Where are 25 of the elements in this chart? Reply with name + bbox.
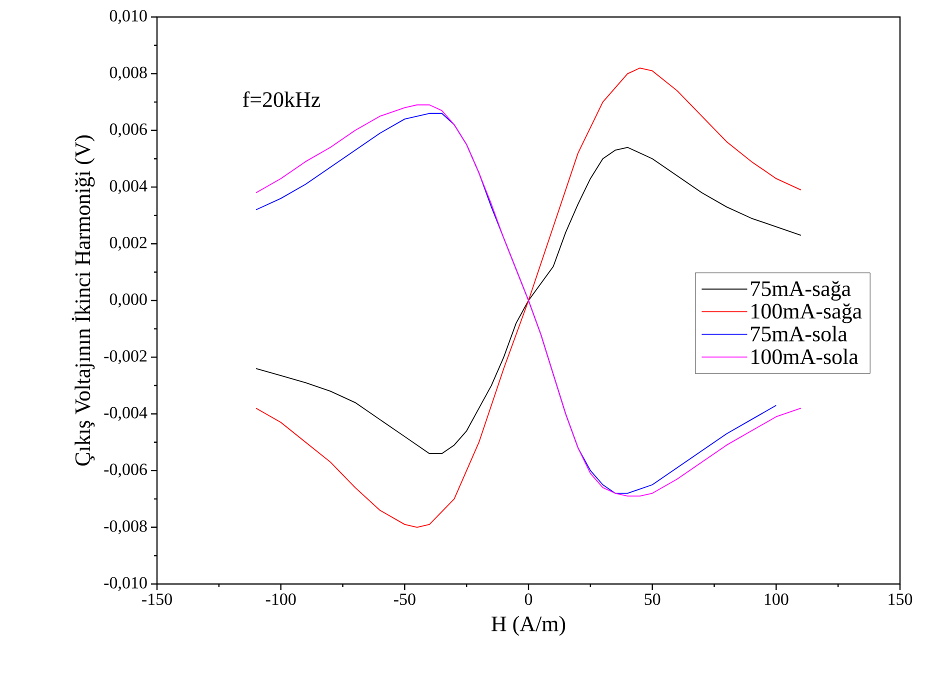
y-tick-label: 0,002 — [110, 236, 147, 251]
y-tick-label: -0,010 — [104, 577, 147, 591]
x-tick-label: -50 — [394, 594, 416, 605]
y-axis-title: Çıkış Voltajının İkinci Harmoniği (V) — [72, 135, 95, 466]
y-tick-label: 0,004 — [110, 180, 148, 194]
legend-label: 75mA-sağa — [751, 280, 851, 301]
y-tick-label: 0,008 — [110, 66, 147, 81]
x-axis-title: H (A/m) — [492, 616, 566, 636]
legend-label: 100mA-sola — [752, 348, 858, 364]
legend-label: 75mA-sola — [751, 326, 848, 342]
x-tick-label: 50 — [644, 594, 660, 605]
legend-label: 100mA-sağa — [752, 303, 862, 324]
x-tick-label: -150 — [142, 594, 172, 605]
x-tick-label: 100 — [764, 594, 788, 605]
x-tick-label: 150 — [888, 594, 912, 605]
annotation: f=20kHz — [242, 91, 320, 108]
x-tick-label: -100 — [266, 594, 296, 605]
y-tick-label: -0,008 — [104, 520, 147, 534]
y-tick-label: -0,002 — [104, 350, 147, 364]
y-tick-label: -0,004 — [104, 406, 148, 421]
y-tick-label: 0,010 — [110, 10, 147, 24]
x-tick-label: 0 — [524, 594, 532, 605]
y-tick-label: 0,006 — [110, 123, 147, 138]
y-tick-label: 0,000 — [110, 294, 147, 308]
y-tick-label: -0,006 — [104, 464, 147, 478]
